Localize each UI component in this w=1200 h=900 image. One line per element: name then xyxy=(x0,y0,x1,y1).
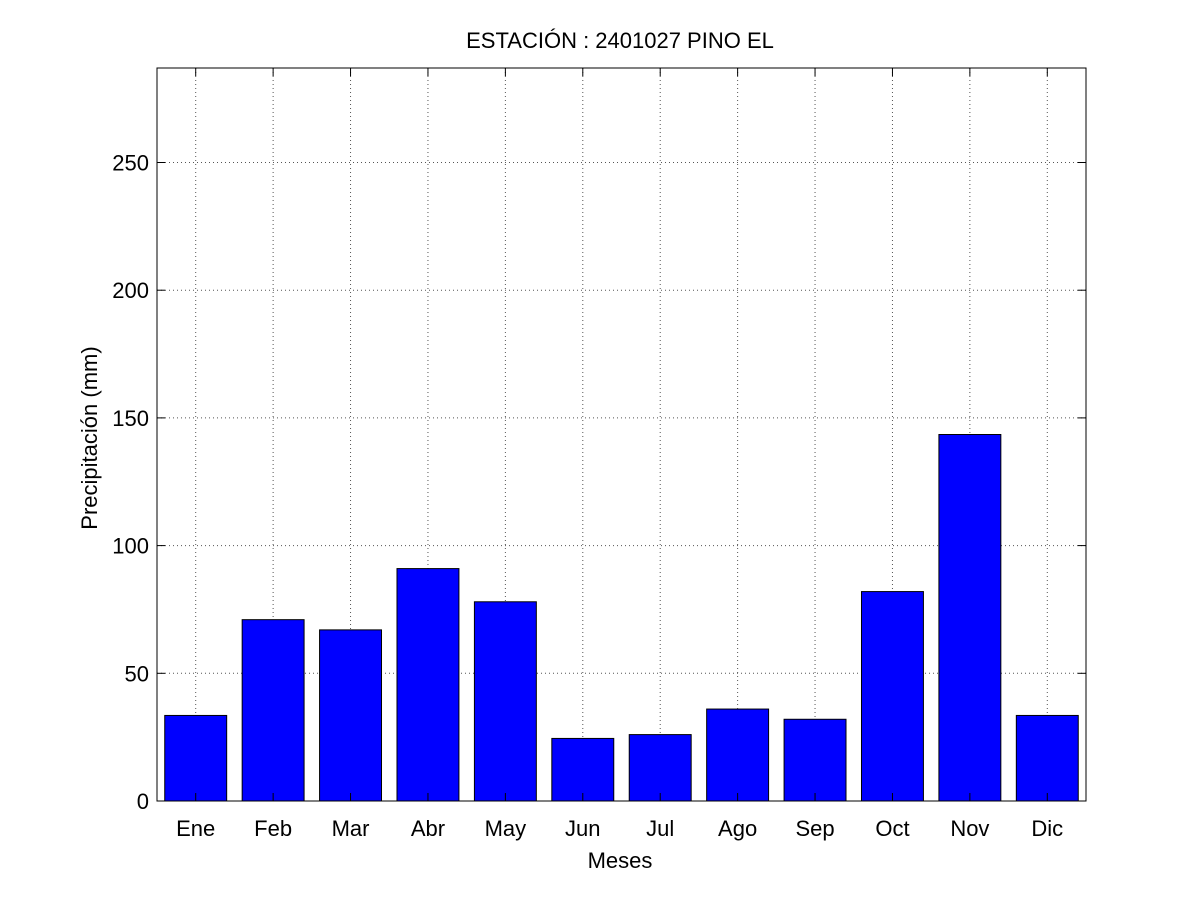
x-tick-label: Dic xyxy=(1031,816,1063,841)
x-tick-label: Nov xyxy=(950,816,989,841)
x-tick-label: Abr xyxy=(411,816,445,841)
x-tick-label: Sep xyxy=(795,816,834,841)
x-tick-label: Ene xyxy=(176,816,215,841)
y-tick-label: 0 xyxy=(137,789,149,814)
x-tick-label: May xyxy=(485,816,527,841)
y-tick-labels: 0 50 100 150 200 250 xyxy=(112,150,149,814)
bar-ene xyxy=(164,714,228,802)
x-tick-label: Jun xyxy=(565,816,600,841)
x-tick-label: Ago xyxy=(718,816,757,841)
bar-jun xyxy=(551,737,615,802)
bar-dic xyxy=(1015,714,1079,802)
chart-title: ESTACIÓN : 2401027 PINO EL xyxy=(466,28,774,53)
bar-ago xyxy=(706,708,770,802)
y-tick-label: 100 xyxy=(112,534,149,559)
bar-abr xyxy=(396,568,460,802)
bar-feb xyxy=(241,619,305,802)
x-tick-labels: Ene Feb Mar Abr May Jun Jul Ago Sep Oct Nov Dic xyxy=(176,816,1063,841)
y-tick-label: 250 xyxy=(112,150,149,175)
bars xyxy=(164,434,1079,802)
x-tick-label: Mar xyxy=(332,816,370,841)
bar-mar xyxy=(319,629,383,802)
bar-jul xyxy=(628,734,692,802)
y-axis-label: Precipitación (mm) xyxy=(77,346,102,529)
grid-lines xyxy=(157,68,1086,801)
plot-frame xyxy=(156,67,1087,802)
y-tick-label: 200 xyxy=(112,278,149,303)
x-tick-label: Feb xyxy=(254,816,292,841)
y-tick-label: 50 xyxy=(125,661,149,686)
y-tick-label: 150 xyxy=(112,406,149,431)
bar-nov xyxy=(938,434,1002,802)
axis-ticks xyxy=(157,68,1086,802)
x-tick-label: Oct xyxy=(875,816,909,841)
bar-may xyxy=(473,601,537,802)
bar-oct xyxy=(860,591,924,802)
bar-sep xyxy=(783,718,847,802)
x-tick-label: Jul xyxy=(646,816,674,841)
x-axis-label: Meses xyxy=(588,848,653,873)
